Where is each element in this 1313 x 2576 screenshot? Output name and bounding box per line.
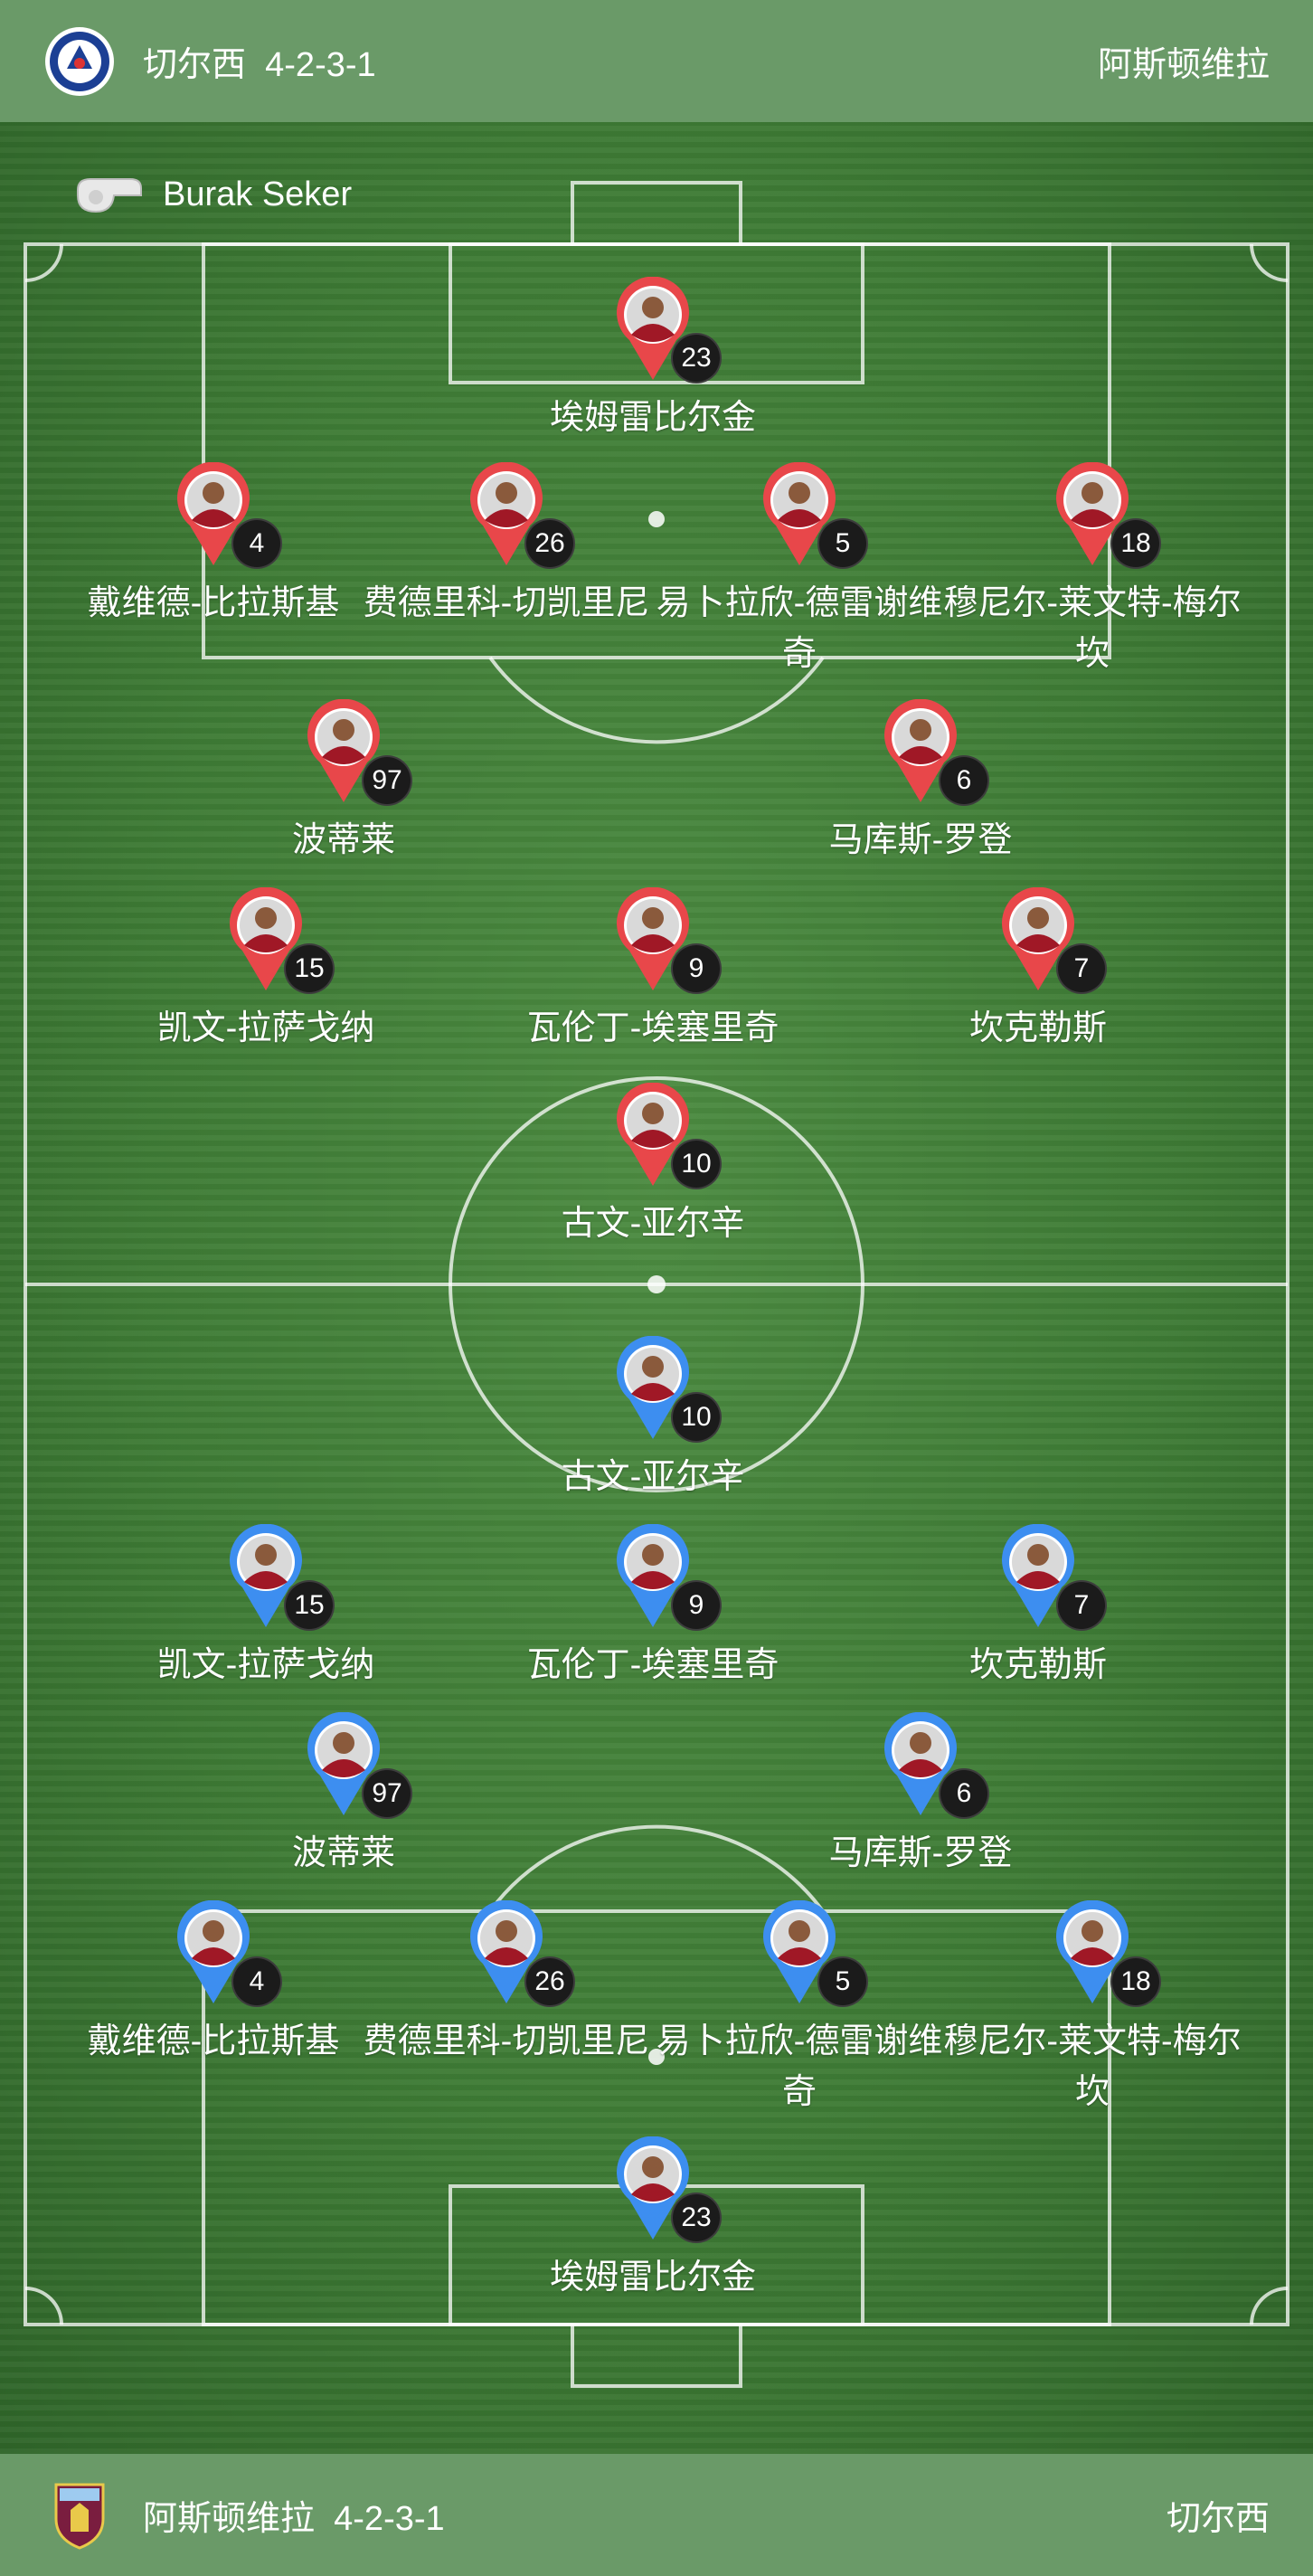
player-marker-icon bbox=[617, 1083, 689, 1186]
referee-info: Burak Seker bbox=[72, 172, 352, 217]
player-marker-icon bbox=[470, 1900, 543, 2003]
player-marker-icon bbox=[884, 1712, 957, 1815]
player-name: 费德里科-切凯里尼 bbox=[363, 2022, 650, 2060]
away-team-name: 阿斯顿维拉 bbox=[143, 2500, 316, 2538]
away-formation-value: 4-2-3-1 bbox=[334, 2500, 445, 2538]
whistle-icon bbox=[77, 178, 142, 213]
player-name: 古文-亚尔辛 bbox=[561, 1205, 745, 1243]
player-name: 瓦伦丁-埃塞里奇 bbox=[526, 1009, 779, 1047]
player-name: 坎克勒斯 bbox=[968, 1646, 1107, 1684]
opponent-name: 阿斯顿维拉 bbox=[1097, 46, 1270, 84]
player-marker-icon bbox=[1056, 462, 1129, 565]
player-marker-icon bbox=[177, 462, 250, 565]
player-marker-icon bbox=[177, 1900, 250, 2003]
player-marker-icon bbox=[230, 1524, 302, 1627]
away-team-formation: 阿斯顿维拉 4-2-3-1 bbox=[143, 2490, 1167, 2540]
referee-name: Burak Seker bbox=[163, 175, 353, 213]
home-team-header: 切尔西 4-2-3-1 阿斯顿维拉 bbox=[0, 0, 1313, 122]
player-number-badge: 23 bbox=[671, 2192, 722, 2243]
player-name: 埃姆雷比尔金 bbox=[549, 399, 756, 437]
player-name: 波蒂莱 bbox=[291, 821, 395, 859]
pitch-lines bbox=[24, 181, 1289, 2388]
home-formation-value: 4-2-3-1 bbox=[265, 46, 376, 84]
player-marker-icon bbox=[307, 1712, 380, 1815]
player-marker-icon bbox=[763, 462, 836, 565]
aston-villa-crest-icon bbox=[54, 2483, 105, 2550]
player-marker-icon bbox=[470, 462, 543, 565]
player-name: 戴维德-比拉斯基 bbox=[87, 584, 340, 622]
player-number-badge: 97 bbox=[362, 1768, 412, 1819]
player-marker-icon bbox=[617, 277, 689, 380]
player-name: 马库斯-罗登 bbox=[828, 821, 1013, 859]
player-marker-icon bbox=[1002, 1524, 1074, 1627]
player-number-badge: 26 bbox=[524, 1956, 575, 2007]
player-number-badge: 10 bbox=[671, 1392, 722, 1443]
player-number-badge: 18 bbox=[1110, 518, 1161, 569]
player-name: 瓦伦丁-埃塞里奇 bbox=[526, 1646, 779, 1684]
player-name: 埃姆雷比尔金 bbox=[549, 2259, 756, 2297]
player-marker-icon bbox=[884, 699, 957, 802]
player-name: 戴维德-比拉斯基 bbox=[87, 2022, 340, 2060]
player-name: 易卜拉欣-德雷谢维奇 bbox=[656, 2022, 943, 2111]
player-number-badge: 15 bbox=[284, 1580, 335, 1631]
player-marker-icon bbox=[763, 1900, 836, 2003]
player-name: 凯文-拉萨戈纳 bbox=[156, 1646, 375, 1684]
player-marker-icon bbox=[617, 2136, 689, 2240]
player-marker-icon bbox=[617, 887, 689, 990]
player-name: 易卜拉欣-德雷谢维奇 bbox=[656, 584, 943, 673]
player-marker-icon bbox=[307, 699, 380, 802]
player-number-badge: 5 bbox=[817, 1956, 868, 2007]
player-marker-icon bbox=[1056, 1900, 1129, 2003]
player-number-badge: 7 bbox=[1056, 1580, 1107, 1631]
player-number-badge: 10 bbox=[671, 1139, 722, 1189]
player-name: 凯文-拉萨戈纳 bbox=[156, 1009, 375, 1047]
player-number-badge: 6 bbox=[939, 755, 989, 806]
player-number-badge: 18 bbox=[1110, 1956, 1161, 2007]
player-marker-icon bbox=[230, 887, 302, 990]
home-team-name: 切尔西 bbox=[143, 46, 247, 84]
player-number-badge: 4 bbox=[231, 518, 282, 569]
player-number-badge: 7 bbox=[1056, 943, 1107, 994]
player-name: 穆尼尔-莱文特-梅尔坎 bbox=[943, 2022, 1242, 2111]
chelsea-crest-icon bbox=[45, 26, 114, 96]
football-pitch: Burak Seker 23 埃姆雷比尔金 4 戴维德-比拉斯基 26 费德里科-切凯里尼… bbox=[0, 122, 1313, 2454]
player-number-badge: 23 bbox=[671, 333, 722, 384]
player-number-badge: 97 bbox=[362, 755, 412, 806]
player-name: 费德里科-切凯里尼 bbox=[363, 584, 650, 622]
player-name: 穆尼尔-莱文特-梅尔坎 bbox=[943, 584, 1242, 673]
player-marker-icon bbox=[617, 1336, 689, 1439]
player-number-badge: 6 bbox=[939, 1768, 989, 1819]
player-name: 马库斯-罗登 bbox=[828, 1834, 1013, 1872]
home-team-formation: 切尔西 4-2-3-1 bbox=[143, 36, 1098, 86]
player-name: 古文-亚尔辛 bbox=[561, 1458, 745, 1496]
player-number-badge: 5 bbox=[817, 518, 868, 569]
player-number-badge: 9 bbox=[671, 1580, 722, 1631]
away-opponent-name: 切尔西 bbox=[1166, 2500, 1270, 2538]
away-team-header: 阿斯顿维拉 4-2-3-1 切尔西 bbox=[0, 2454, 1313, 2576]
player-number-badge: 9 bbox=[671, 943, 722, 994]
player-marker-icon bbox=[617, 1524, 689, 1627]
player-number-badge: 4 bbox=[231, 1956, 282, 2007]
player-number-badge: 26 bbox=[524, 518, 575, 569]
player-name: 坎克勒斯 bbox=[968, 1009, 1107, 1047]
player-number-badge: 15 bbox=[284, 943, 335, 994]
player-marker-icon bbox=[1002, 887, 1074, 990]
player-name: 波蒂莱 bbox=[291, 1834, 395, 1872]
